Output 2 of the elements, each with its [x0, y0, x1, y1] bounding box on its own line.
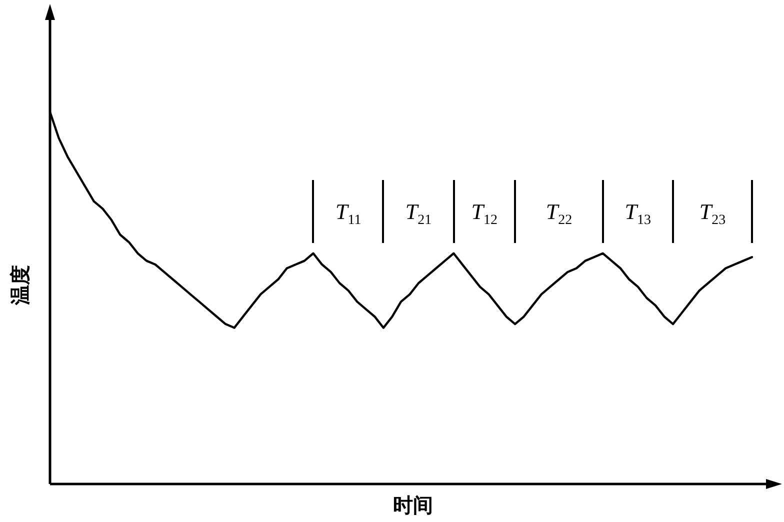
y-axis-title: 温度	[8, 265, 32, 306]
x-axis-title: 时间	[393, 493, 433, 518]
